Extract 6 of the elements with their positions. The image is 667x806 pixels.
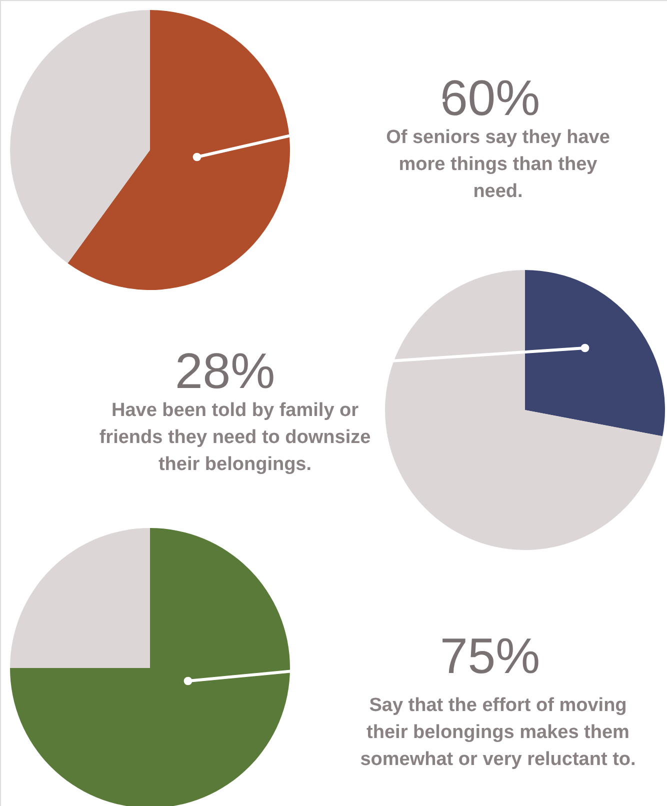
text: Say that the effort of moving their belongings makes them somewhat or very reluctant to. [360,695,636,770]
text: Of seniors say they have more things than they need. [386,127,610,202]
data-label: 60% [440,70,540,126]
text: Have been told by family or friends they need to downsize their belongings. [99,400,371,475]
data-label: 75% [440,628,540,684]
data-label: 28% [174,343,276,399]
